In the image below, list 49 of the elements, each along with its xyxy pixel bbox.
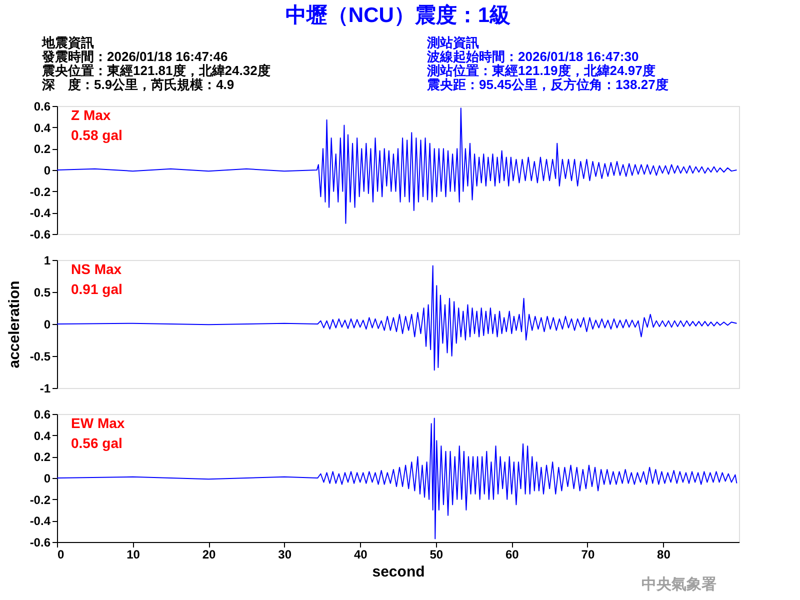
y-tick-label: 1 xyxy=(44,254,51,268)
y-tick-label: -0.6 xyxy=(30,228,51,242)
annotation: NS Max xyxy=(71,261,122,277)
y-tick-label: -0.4 xyxy=(30,514,51,528)
y-tick-label: 0 xyxy=(44,318,51,332)
text: 震央距：95.45公里，反方位角：138.27度 xyxy=(426,77,668,92)
x-tick-label: 10 xyxy=(126,548,140,562)
text: 測站位置：東經121.19度，北緯24.97度 xyxy=(426,63,656,78)
y-tick-label: 0.2 xyxy=(34,450,51,464)
x-tick-label: 70 xyxy=(581,548,595,562)
x-tick-label: 30 xyxy=(278,548,292,562)
y-axis-title: acceleration xyxy=(6,280,23,368)
x-tick-label: 20 xyxy=(202,548,216,562)
y-tick-label: 0.6 xyxy=(34,100,51,114)
x-tick-label: 50 xyxy=(430,548,444,562)
y-tick-label: 0.5 xyxy=(34,286,51,300)
line-series xyxy=(57,418,738,540)
y-tick-label: 0 xyxy=(44,164,51,178)
text: 地震資訊 xyxy=(41,35,94,50)
x-tick-label: 60 xyxy=(505,548,520,562)
x-tick-label: 80 xyxy=(657,548,671,562)
x-tick-label: 0 xyxy=(58,548,64,562)
line-series xyxy=(57,265,738,371)
text: 中央氣象署 xyxy=(642,576,716,593)
text: 測站資訊 xyxy=(426,35,479,50)
annotation: 0.56 gal xyxy=(71,435,122,451)
y-tick-label: -0.5 xyxy=(30,350,51,364)
text: 發震時間：2026/01/18 16:47:46 xyxy=(41,49,228,64)
annotation: EW Max xyxy=(71,415,125,431)
annotation: 0.58 gal xyxy=(71,127,122,143)
y-tick-label: 0.4 xyxy=(34,120,51,135)
line-series xyxy=(57,108,738,224)
y-tick-label: -0.6 xyxy=(30,536,51,550)
y-tick-label: -1 xyxy=(40,382,51,396)
y-tick-label: 0.4 xyxy=(34,428,51,443)
text: 深 度：5.9公里，芮氏規模：4.9 xyxy=(41,77,234,92)
y-tick-label: -0.2 xyxy=(30,492,51,507)
y-tick-label: -0.2 xyxy=(30,184,51,199)
annotation: Z Max xyxy=(71,107,111,123)
chart-title: 中壢（NCU）震度：1級 xyxy=(285,3,511,27)
annotation: 0.91 gal xyxy=(71,281,122,297)
y-tick-label: -0.4 xyxy=(30,206,51,220)
y-tick-label: 0.2 xyxy=(34,142,51,156)
y-tick-label: 0 xyxy=(44,472,51,486)
y-tick-label: 0.6 xyxy=(34,408,51,422)
text: 波線起始時間：2026/01/18 16:47:30 xyxy=(426,49,639,64)
text: 震央位置：東經121.81度，北緯24.32度 xyxy=(41,63,270,78)
x-tick-label: 40 xyxy=(354,548,368,562)
x-axis-title: second xyxy=(372,564,425,580)
